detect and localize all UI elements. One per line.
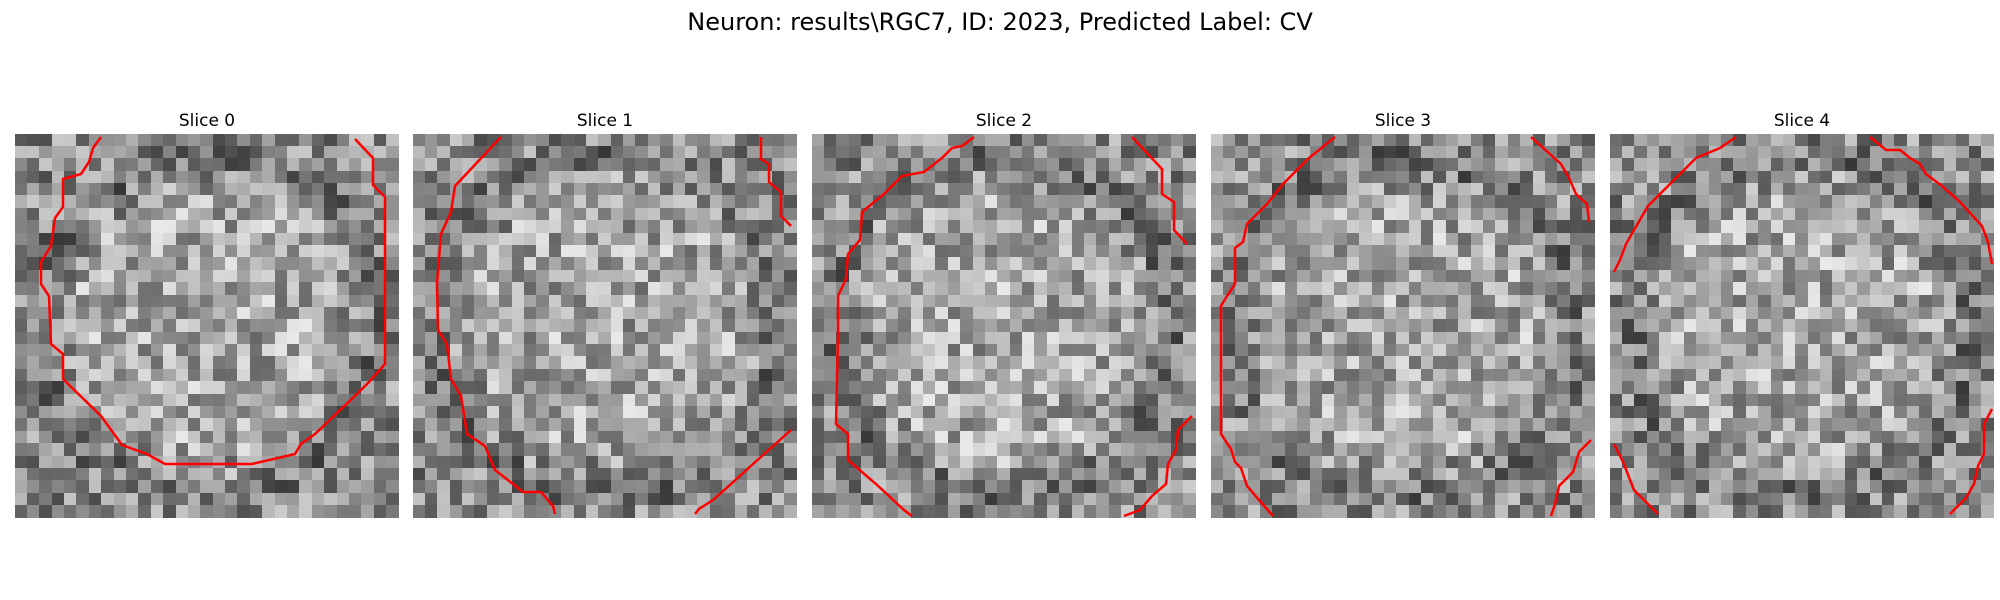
slice-title: Slice 4 — [1773, 111, 1831, 131]
slice-panel-2: Slice 2 — [812, 108, 1196, 518]
figure-title: Neuron: results\RGC7, ID: 2023, Predicte… — [687, 8, 1313, 36]
slice-title: Slice 3 — [1374, 111, 1432, 131]
slice-image — [1211, 134, 1595, 518]
slice-panel-3: Slice 3 — [1211, 108, 1595, 518]
slice-image — [413, 134, 797, 518]
slice-image — [1610, 134, 1994, 518]
slice-panel-4: Slice 4 — [1610, 108, 1994, 518]
slice-title: Slice 1 — [576, 111, 634, 131]
slice-panel-0: Slice 0 — [15, 108, 399, 518]
slice-title: Slice 0 — [178, 111, 236, 131]
slice-image — [812, 134, 1196, 518]
slice-image — [15, 134, 399, 518]
slice-panel-1: Slice 1 — [413, 108, 797, 518]
slice-title: Slice 2 — [975, 111, 1033, 131]
